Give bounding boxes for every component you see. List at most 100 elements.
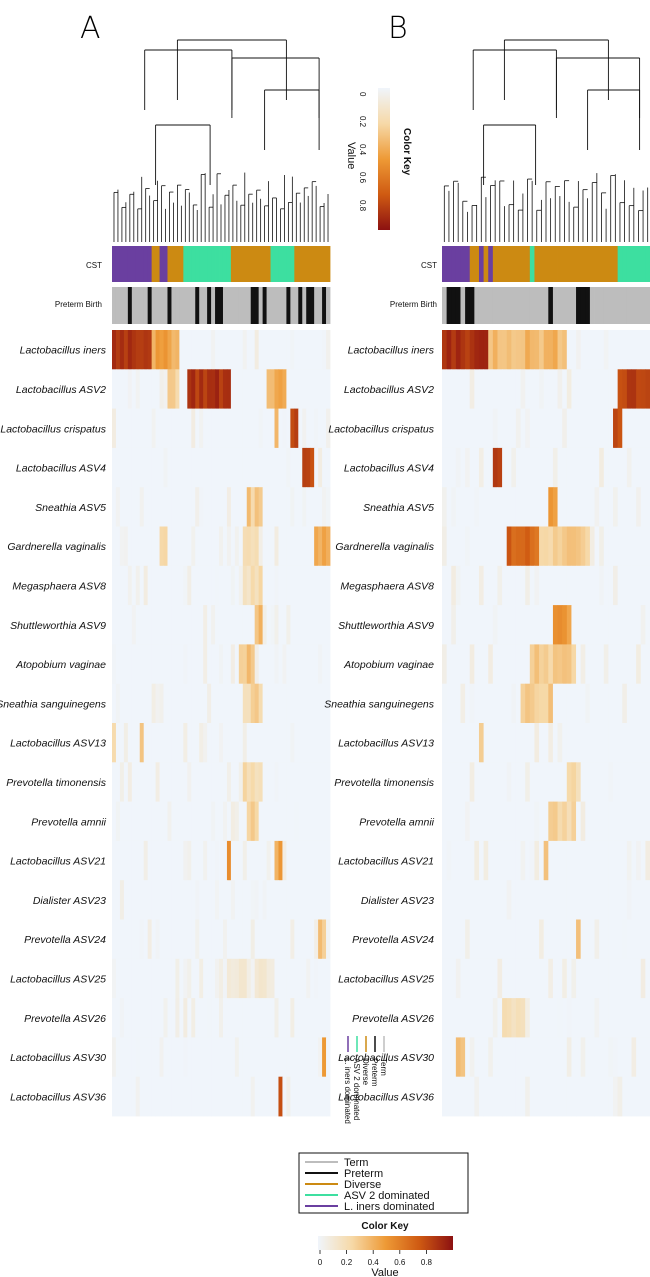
panel-b-heat-cell <box>566 487 572 527</box>
panel-b-heat-cell <box>603 605 609 645</box>
panel-a-heat-cell <box>167 919 172 960</box>
panel-a-heat-cell <box>298 1076 303 1117</box>
panel-b-heat-cell <box>460 762 466 802</box>
panel-a-preterm-cell <box>163 287 168 324</box>
panel-a-heat-cell <box>195 958 200 999</box>
panel-a-heat-cell <box>274 958 279 999</box>
panel-a-heat-cell <box>250 723 256 763</box>
panel-b-heat-cell <box>603 408 609 449</box>
panel-a-cst-cell <box>112 246 117 282</box>
panel-a-heat-cell <box>258 1076 264 1117</box>
panel-a-heat-cell <box>274 605 279 645</box>
panel-a-heat-cell <box>242 998 248 1038</box>
panel-b-heat-cell <box>539 644 545 685</box>
panel-a-heat-cell <box>286 880 291 920</box>
panel-b-heat-cell <box>525 605 531 645</box>
panel-b-heat-cell <box>442 369 448 409</box>
panel-a-heat-cell <box>246 605 252 645</box>
panel-b-heat-cell <box>599 369 605 409</box>
panel-b-heat-cell <box>599 840 605 881</box>
panel-b-heat-cell <box>640 762 646 802</box>
panel-b-heat-cell <box>483 447 489 488</box>
panel-a-preterm-cell <box>183 287 188 324</box>
panel-b-heat-cell <box>576 565 582 606</box>
panel-a-heat-cell <box>143 330 149 370</box>
panel-b-heat-cell <box>474 723 480 763</box>
panel-b-heat-cell <box>557 487 563 527</box>
panel-b-heat-cell <box>631 801 637 842</box>
panel-b-heat-cell <box>529 1076 535 1117</box>
panel-b-heat-cell <box>502 369 508 409</box>
panel-b-heat-cell <box>460 683 466 724</box>
panel-a-heat-cell <box>175 408 180 449</box>
panel-b-heat-cell <box>465 565 471 606</box>
panel-a-heat-cell <box>258 526 264 567</box>
panel-b-heat-cell <box>506 330 512 370</box>
panel-a-heat-cell <box>318 880 323 920</box>
panel-b-heat-cell <box>594 408 600 449</box>
panel-b-heat-cell <box>548 369 554 409</box>
panel-a-heat-cell <box>310 644 315 685</box>
panel-b-heat-cell <box>589 683 595 724</box>
panel-b-heat-cell <box>626 408 632 449</box>
panel-b-heat-cell <box>617 998 623 1038</box>
panel-a-heat-cell <box>234 644 240 685</box>
panel-a-heat-cell <box>250 369 256 409</box>
panel-a-heat-cell <box>322 801 327 842</box>
panel-a-heat-cell <box>290 958 295 999</box>
panel-a-heat-cell <box>326 487 331 527</box>
panel-a-heat-cell <box>262 723 267 763</box>
panel-b-heat-cell <box>617 526 623 567</box>
panel-b-heat-cell <box>502 605 508 645</box>
panel-b-heat-cell <box>548 330 554 370</box>
panel-a-heat-cell <box>199 487 204 527</box>
panel-a-heat-cell <box>266 526 271 567</box>
panel-b-heat-cell <box>580 408 586 449</box>
panel-a-heat-cell <box>322 605 327 645</box>
panel-a-heat-cell <box>250 644 256 685</box>
panel-a-heat-cell <box>234 487 240 527</box>
panel-a-heat-cell <box>302 1037 307 1078</box>
panel-b-heat-cell <box>492 526 498 567</box>
panel-a-heat-cell <box>222 880 228 920</box>
panel-a-heat-cell <box>211 998 216 1038</box>
panel-a-heat-cell <box>139 487 145 527</box>
panel-a-heat-cell <box>254 408 260 449</box>
panel-a-heat-cell <box>187 330 192 370</box>
panel-a-preterm-cell <box>191 287 196 324</box>
panel-a-heat-cell <box>238 605 244 645</box>
panel-a-heat-cell <box>270 447 275 488</box>
panel-a-heat-cell <box>175 880 180 920</box>
panel-b-heat-cell <box>613 644 619 685</box>
panel-a-heat-cell <box>143 801 149 842</box>
panel-a-heat-cell <box>310 605 315 645</box>
panel-b-heat-cell <box>506 919 512 960</box>
panel-a-heat-cell <box>131 880 137 920</box>
panel-b-heat-cell <box>525 958 531 999</box>
panel-b-heat-cell <box>469 447 475 488</box>
panel-a-heat-cell <box>119 369 125 409</box>
panel-a-heat-cell <box>199 998 204 1038</box>
panel-b-heat-cell <box>506 840 512 881</box>
panel-b-heat-cell <box>645 683 650 724</box>
panel-b-heat-cell <box>492 644 498 685</box>
panel-b-heat-cell <box>608 644 614 685</box>
panel-b-heat-cell <box>455 998 461 1038</box>
panel-a-heat-cell <box>135 487 141 527</box>
panel-b-cst-cell <box>525 246 531 282</box>
panel-a-heat-cell <box>294 723 299 763</box>
panel-a-preterm-cell <box>242 287 248 324</box>
panel-a-preterm-cell <box>167 287 172 324</box>
panel-a-heat-cell <box>266 683 271 724</box>
panel-b-heat-cell <box>557 958 563 999</box>
panel-b-heat-cell <box>599 919 605 960</box>
panel-b-heat-cell <box>613 369 619 409</box>
panel-b-heat-cell <box>608 369 614 409</box>
panel-a-cst-cell <box>298 246 303 282</box>
panel-b-heat-cell <box>446 919 452 960</box>
panel-b-heat-cell <box>622 801 628 842</box>
panel-a-heat-cell <box>183 1037 188 1078</box>
panel-a-heat-cell <box>155 762 160 802</box>
panel-a-heat-cell <box>246 644 252 685</box>
panel-b-heat-cell <box>492 565 498 606</box>
